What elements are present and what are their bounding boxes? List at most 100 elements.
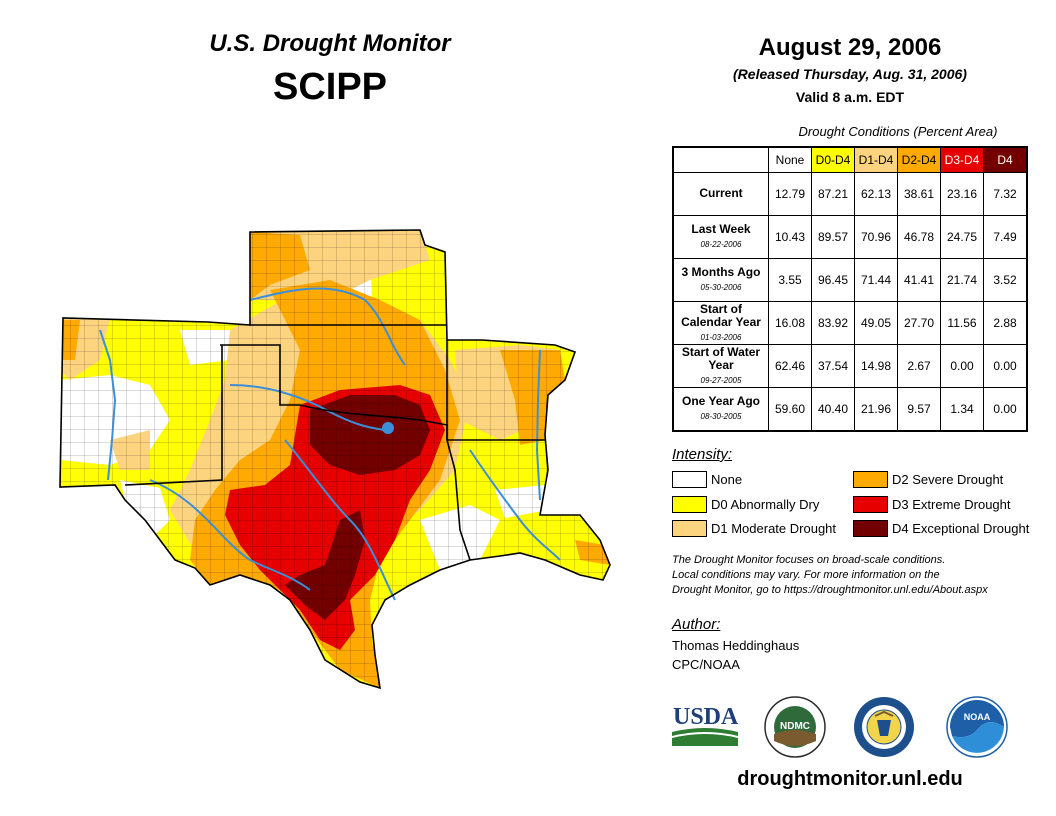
row-label: Last Week 08-22-2006 — [672, 215, 769, 259]
table-cell: 3.55 — [768, 258, 812, 302]
table-row: 3 Months Ago 05-30-2006 3.55 96.45 71.44 … — [672, 258, 1028, 302]
table-cell: 37.54 — [811, 344, 855, 388]
lake — [382, 422, 394, 434]
map-title: U.S. Drought Monitor — [209, 30, 451, 57]
legend-label-none: None — [711, 472, 743, 487]
drought-map — [59, 229, 611, 690]
table-cell: 96.45 — [811, 258, 855, 302]
row-label: Start of Calendar Year 01-03-2006 — [672, 301, 769, 345]
usda-logo: USDA — [672, 704, 738, 746]
table-cell: 12.79 — [768, 172, 812, 216]
table-cell: 2.88 — [983, 301, 1028, 345]
table-cell: 59.60 — [768, 387, 812, 432]
red-river — [469, 449, 561, 561]
legend-swatch-d3 — [853, 496, 888, 513]
table-cell: 3.52 — [983, 258, 1028, 302]
col-header-d2-d4: D2-D4 — [897, 146, 941, 173]
table-cell: 7.32 — [983, 172, 1028, 216]
state-boundaries — [59, 229, 611, 690]
table-cell: 21.96 — [854, 387, 898, 432]
col-header-d4: D4 — [983, 146, 1028, 173]
red-river-border — [299, 404, 448, 440]
table-cell: 14.98 — [854, 344, 898, 388]
legend-swatch-d0 — [672, 496, 707, 513]
rivers — [99, 287, 561, 601]
table-cell: 9.57 — [897, 387, 941, 432]
region-outline — [59, 229, 611, 690]
note-line: Local conditions may vary. For more info… — [672, 569, 940, 581]
table-row: Start of Water Year 09-27-2005 62.46 37.5… — [672, 344, 1028, 388]
nm-tx-border — [124, 345, 223, 486]
doc-seal-logo — [854, 697, 914, 757]
table-cell: 11.56 — [940, 301, 984, 345]
table-cell: 49.05 — [854, 301, 898, 345]
table-cell: 0.00 — [983, 344, 1028, 388]
table-cell: 41.41 — [897, 258, 941, 302]
table-cell: 21.74 — [940, 258, 984, 302]
legend-swatch-d1 — [672, 520, 707, 537]
legend-swatch-d2 — [853, 471, 888, 488]
ndmc-logo: NDMC — [764, 696, 826, 758]
legend-label-d2: D2 Severe Drought — [892, 472, 1004, 487]
release-date: (Released Thursday, Aug. 31, 2006) — [733, 66, 967, 82]
drought-areas — [60, 230, 610, 688]
ar-ok-tx-border — [446, 340, 471, 561]
table-cell: 62.46 — [768, 344, 812, 388]
pecos-river — [149, 479, 311, 591]
col-header-none: None — [768, 146, 812, 173]
brazos-river — [284, 439, 396, 601]
mississippi-river — [535, 349, 541, 501]
disclaimer-note: The Drought Monitor focuses on broad-sca… — [672, 553, 1032, 598]
legend-title: Intensity: — [672, 446, 733, 463]
table-cell: 40.40 — [811, 387, 855, 432]
table-cell: 46.78 — [897, 215, 941, 259]
author-label: Author: — [672, 616, 721, 633]
table-header-row: None D0-D4 D1-D4 D2-D4 D3-D4 D4 — [673, 146, 1028, 173]
table-cell: 7.49 — [983, 215, 1028, 259]
col-header-d3-d4: D3-D4 — [940, 146, 984, 173]
table-cell: 2.67 — [897, 344, 941, 388]
row-label: One Year Ago 08-30-2005 — [672, 387, 769, 432]
table-row: Last Week 08-22-2006 10.43 89.57 70.96 46… — [672, 215, 1028, 259]
table-cell: 10.43 — [768, 215, 812, 259]
map-region-title: SCIPP — [272, 66, 388, 108]
table-cell: 27.70 — [897, 301, 941, 345]
table-corner — [673, 147, 769, 173]
note-line: The Drought Monitor focuses on broad-sca… — [672, 554, 946, 566]
table-cell: 70.96 — [854, 215, 898, 259]
table-row: Current 12.79 87.21 62.13 38.61 23.16 7.… — [672, 172, 1028, 216]
website-link[interactable]: droughtmonitor.unl.edu — [737, 768, 963, 790]
legend-label-d1: D1 Moderate Drought — [711, 521, 837, 536]
legend-label-d3: D3 Extreme Drought — [892, 497, 1011, 512]
table-cell: 0.00 — [983, 387, 1028, 432]
table-cell: 71.44 — [854, 258, 898, 302]
drought-conditions-table: None D0-D4 D1-D4 D2-D4 D3-D4 D4 Current … — [672, 146, 1028, 432]
table-row: Start of Calendar Year 01-03-2006 16.08 8… — [672, 301, 1028, 345]
legend-label-d0: D0 Abnormally Dry — [711, 497, 820, 512]
table-caption: Drought Conditions (Percent Area) — [798, 124, 998, 139]
legend-label-d4: D4 Exceptional Drought — [892, 521, 1030, 536]
row-label: Start of Water Year 09-27-2005 — [672, 344, 769, 388]
col-header-d1-d4: D1-D4 — [854, 146, 898, 173]
panhandle-border — [220, 344, 300, 406]
rio-grande — [99, 329, 117, 481]
table-cell: 89.57 — [811, 215, 855, 259]
legend-swatch-none — [672, 471, 707, 488]
author-org: CPC/NOAA — [672, 657, 740, 672]
table-cell: 62.13 — [854, 172, 898, 216]
table-cell: 83.92 — [811, 301, 855, 345]
table-cell: 1.34 — [940, 387, 984, 432]
author-name: Thomas Heddinghaus — [672, 638, 800, 653]
table-cell: 87.21 — [811, 172, 855, 216]
note-line: Drought Monitor, go to https://droughtmo… — [672, 584, 988, 596]
col-header-d0-d4: D0-D4 — [811, 146, 855, 173]
table-cell: 24.75 — [940, 215, 984, 259]
valid-time: Valid 8 a.m. EDT — [795, 89, 905, 105]
table-cell: 0.00 — [940, 344, 984, 388]
table-cell: 38.61 — [897, 172, 941, 216]
table-cell: 16.08 — [768, 301, 812, 345]
row-label: 3 Months Ago 05-30-2006 — [672, 258, 769, 302]
table-row: One Year Ago 08-30-2005 59.60 40.40 21.96… — [672, 387, 1028, 432]
row-label: Current — [672, 172, 769, 216]
county-lines — [60, 230, 610, 688]
